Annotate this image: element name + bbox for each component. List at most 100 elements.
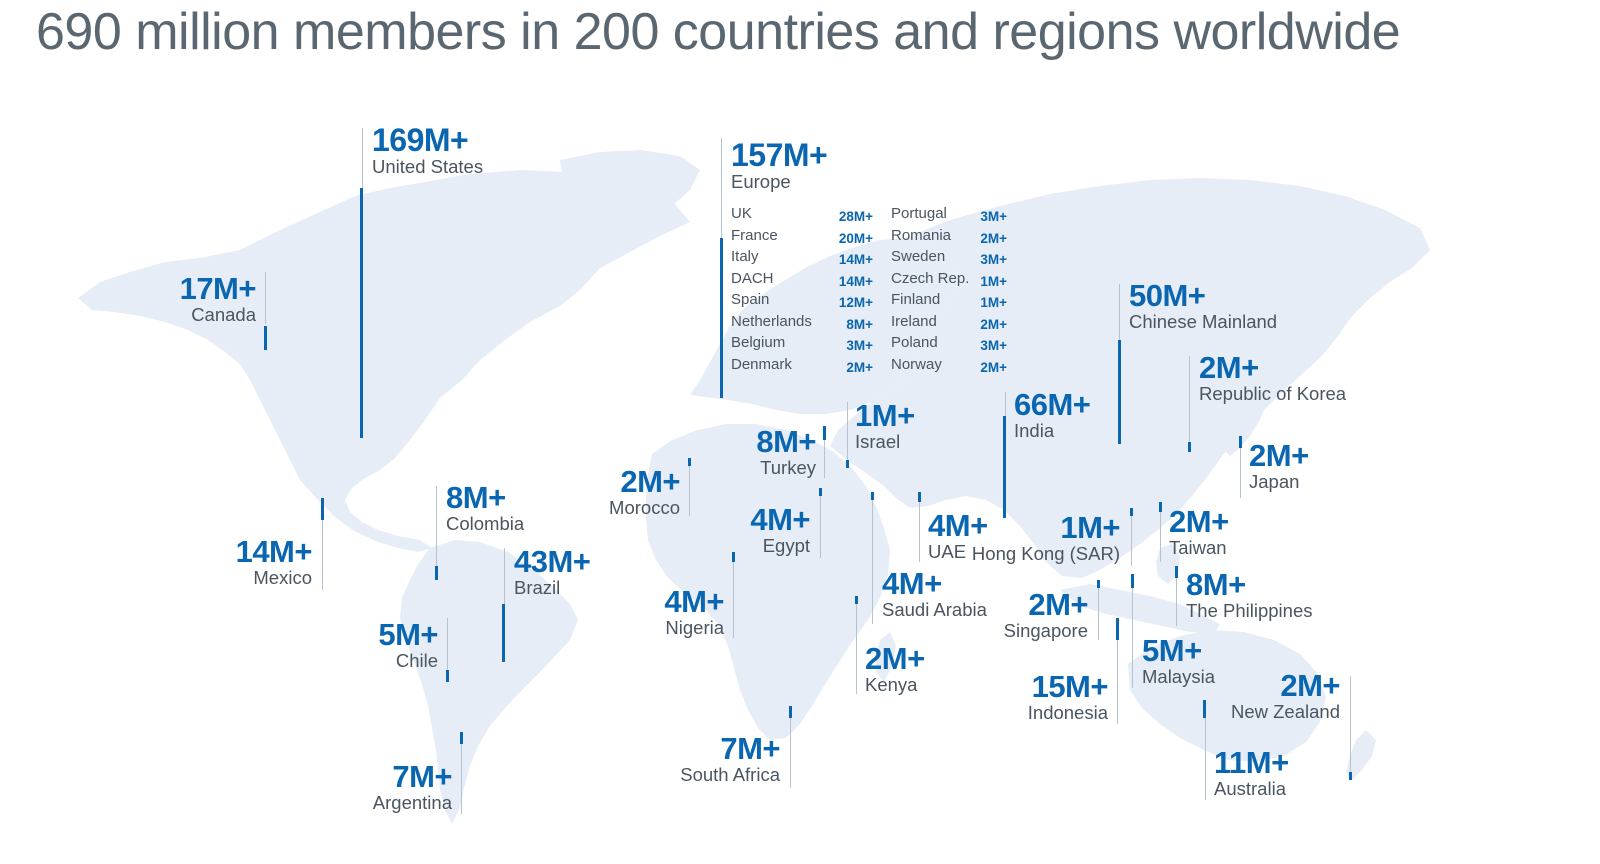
australia-marker: [1203, 700, 1206, 718]
region-malaysia: 5M+ Malaysia: [1142, 635, 1215, 687]
turkey-marker: [823, 426, 826, 440]
saudi-label-line: [872, 500, 873, 624]
region-value: 169M+: [372, 122, 469, 158]
region-argentina: 7M+ Argentina: [350, 759, 453, 813]
region-name: Canada: [191, 304, 256, 325]
region-name: Chinese Mainland: [1129, 311, 1278, 332]
region-value: 157M+: [731, 137, 828, 173]
region-value: 2M+: [1028, 587, 1088, 622]
philippines-landmass: [1156, 544, 1180, 584]
region-value: 15M+: [1031, 669, 1109, 704]
argentina-marker: [460, 732, 463, 744]
country-value: 8M+: [846, 316, 873, 332]
region-name: South Africa: [680, 764, 780, 785]
singapore-marker: [1097, 580, 1100, 588]
region-name: Kenya: [865, 674, 918, 695]
region-value: 4M+: [882, 566, 942, 601]
colombia-label-line: [436, 486, 437, 566]
taiwan-marker: [1159, 502, 1162, 512]
south-africa-marker: [789, 706, 792, 718]
region-name: Singapore: [1003, 620, 1088, 641]
region-value: 50M+: [1129, 278, 1206, 313]
europe-marker: [720, 238, 723, 398]
country-value: 1M+: [980, 295, 1007, 310]
new-zealand-landmass: [1346, 730, 1376, 780]
country-name: Romania: [891, 226, 952, 244]
region-value: 7M+: [392, 759, 452, 794]
chile-marker: [446, 670, 449, 682]
greenland-landmass: [560, 150, 700, 216]
country-value: 3M+: [846, 338, 873, 353]
region-colombia: 8M+ Colombia: [446, 482, 524, 534]
region-japan: 2M+ Japan: [1249, 440, 1309, 492]
canada-marker: [264, 326, 267, 350]
page-title: 690 million members in 200 countries and…: [36, 3, 1401, 61]
indonesia-marker: [1116, 618, 1119, 640]
region-value: 11M+: [1214, 745, 1289, 780]
south-america-landmass: [400, 540, 578, 824]
region-name: Nigeria: [665, 617, 724, 638]
north-america-landmass: [78, 170, 690, 552]
israel-label-line: [847, 402, 848, 460]
japan-landmass: [1222, 380, 1266, 456]
europe-landmass: [690, 238, 960, 414]
europe-breakdown-row: France 20M+ Romania 2M+: [731, 225, 1021, 247]
kenya-marker: [855, 596, 858, 604]
region-turkey: 8M+ Turkey: [730, 426, 816, 478]
uae-marker: [918, 492, 921, 502]
europe-breakdown-row: Italy 14M+ Sweden 3M+: [731, 246, 1021, 268]
country-name: Poland: [891, 334, 938, 351]
europe-breakdown-row: Spain 12M+ Finland 1M+: [731, 289, 1021, 311]
mexico-label-line: [322, 520, 323, 590]
region-name: Israel: [855, 431, 901, 452]
region-value: 2M+: [1169, 504, 1229, 539]
taiwan-label-line: [1160, 508, 1161, 562]
canada-label-line: [265, 272, 266, 324]
region-australia: 11M+ Australia: [1214, 747, 1289, 799]
japan-label-line: [1240, 448, 1241, 498]
region-israel: 1M+ Israel: [855, 400, 915, 452]
nigeria-marker: [732, 552, 735, 562]
country-name: DACH: [731, 269, 774, 287]
region-name: UAE: [928, 541, 967, 562]
south-africa-label-line: [790, 718, 791, 788]
korea-label-line: [1189, 356, 1190, 442]
region-canada: 17M+ Canada: [150, 273, 257, 325]
morocco-marker: [688, 458, 691, 466]
philippines-label-line: [1176, 570, 1177, 626]
region-value: 5M+: [1142, 633, 1202, 668]
china-marker: [1118, 340, 1121, 444]
japan-marker: [1239, 436, 1242, 448]
region-name: Saudi Arabia: [882, 599, 987, 620]
china-label-line: [1119, 284, 1120, 340]
country-name: Italy: [731, 248, 759, 265]
africa-landmass: [646, 424, 890, 740]
singapore-label-line: [1098, 582, 1099, 640]
region-kenya: 2M+ Kenya: [865, 643, 925, 695]
region-value: 2M+: [1280, 668, 1340, 703]
region-name: Chile: [395, 650, 438, 671]
region-name: Turkey: [760, 457, 816, 478]
us-marker: [360, 188, 363, 438]
region-name: Malaysia: [1142, 666, 1215, 687]
argentina-label-line: [461, 744, 462, 814]
region-value: 66M+: [1014, 387, 1091, 422]
region-nigeria: 4M+ Nigeria: [630, 586, 724, 638]
region-value: 2M+: [620, 464, 680, 499]
madagascar-landmass: [876, 632, 896, 682]
region-name: Australia: [1214, 778, 1286, 799]
region-name: Mexico: [253, 567, 312, 588]
country-name: Czech Rep.: [891, 269, 970, 287]
region-singapore: 2M+ Singapore: [990, 587, 1089, 641]
morocco-label-line: [689, 464, 690, 516]
us-label-line: [362, 128, 363, 188]
region-taiwan: 2M+ Taiwan: [1169, 506, 1229, 558]
philippines-marker: [1175, 566, 1178, 578]
country-value: 2M+: [846, 359, 873, 375]
region-name: Europe: [731, 171, 791, 192]
region-egypt: 4M+ Egypt: [720, 504, 810, 556]
europe-label-line: [721, 138, 722, 238]
region-name: Egypt: [762, 535, 810, 556]
egypt-label-line: [820, 496, 821, 558]
